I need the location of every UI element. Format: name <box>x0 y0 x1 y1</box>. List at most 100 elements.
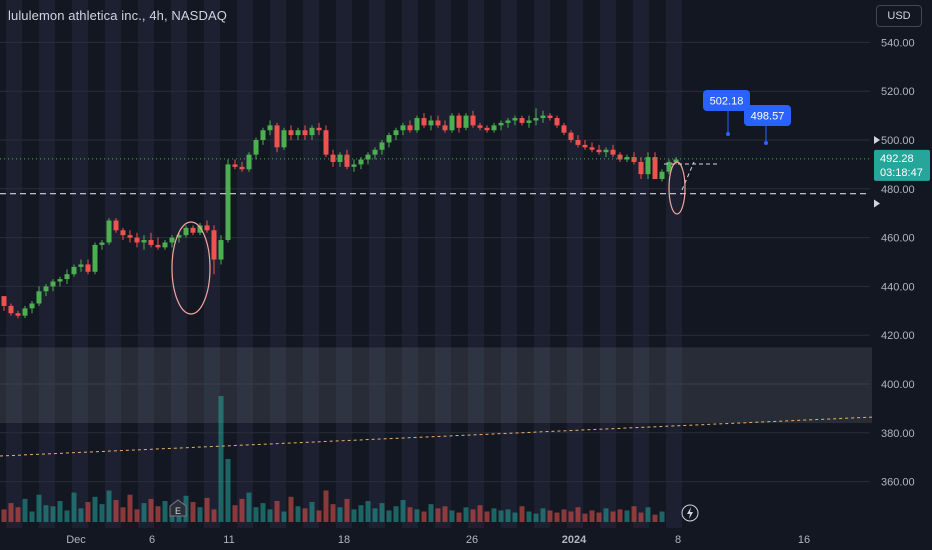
candle-body <box>344 154 350 167</box>
volume-bar <box>372 508 378 522</box>
candle-body <box>29 303 35 309</box>
volume-bar <box>617 509 623 522</box>
price-tick-label: 380.00 <box>881 428 915 440</box>
volume-bar <box>365 501 371 522</box>
future-area <box>686 0 870 532</box>
volume-bar <box>470 509 476 522</box>
volume-bar <box>624 510 630 522</box>
session-band <box>666 0 682 532</box>
volume-bar <box>400 499 406 522</box>
session-bands <box>6 0 870 532</box>
candle-body <box>428 120 434 126</box>
volume-bar <box>246 492 252 522</box>
candle-body <box>204 225 210 231</box>
earnings-marker-icon[interactable]: E <box>169 499 187 517</box>
highlight-ellipse-dec[interactable] <box>171 221 211 315</box>
volume-bar <box>141 503 147 522</box>
session-band <box>468 0 484 532</box>
callout-label: 502.18 <box>710 96 744 108</box>
volume-bar <box>442 506 448 522</box>
volume-bar <box>484 511 490 522</box>
candle-body <box>603 149 609 153</box>
volume-bar <box>127 494 133 522</box>
candle-body <box>162 242 168 248</box>
chart-markers: E <box>169 499 699 522</box>
session-band <box>369 0 385 532</box>
session-band <box>567 0 583 532</box>
countdown-label: 03:18:47 <box>880 167 923 179</box>
candle-body <box>106 220 112 243</box>
volume-bar <box>274 501 280 522</box>
currency-button[interactable]: USD <box>876 5 922 27</box>
candle-body <box>463 115 469 128</box>
candle-body <box>197 225 203 233</box>
candle-body <box>15 313 21 316</box>
volume-bar <box>414 509 420 522</box>
session-band <box>336 0 352 532</box>
session-band <box>138 0 154 532</box>
price-callout[interactable]: 502.18 <box>703 90 750 136</box>
candle-body <box>526 120 532 123</box>
highlight-ellipse-jan[interactable] <box>668 161 686 215</box>
candle-body <box>274 125 280 148</box>
candle-body <box>505 120 511 123</box>
price-scale: 540.00 520.00 500.00 480.00 460.00 440.00 420.… <box>872 0 932 550</box>
candle-body <box>288 130 294 136</box>
candle-body <box>1 296 7 306</box>
session-band <box>600 0 616 532</box>
volume-bar <box>330 504 336 522</box>
volume-bar <box>533 513 539 522</box>
volume-bar <box>78 508 84 522</box>
session-band <box>6 0 22 532</box>
volume-bar <box>218 396 224 522</box>
candle-body <box>407 125 413 131</box>
candle-body <box>540 115 546 119</box>
volume-bar <box>134 509 140 522</box>
time-tick-label: 26 <box>466 534 478 546</box>
candle-body <box>337 154 343 162</box>
projection-line[interactable] <box>681 161 695 191</box>
candle-body <box>666 161 672 172</box>
candle-body <box>673 159 679 162</box>
volume-bar <box>106 490 112 522</box>
volume-bar <box>659 511 665 522</box>
highlight-range-box <box>0 347 874 424</box>
volume-bar <box>610 511 616 522</box>
volume-bar <box>302 508 308 522</box>
volume-bar <box>603 508 609 522</box>
volume-bar <box>50 506 56 522</box>
price-tick-label: 500.00 <box>881 135 915 147</box>
candle-body <box>456 115 462 128</box>
volume-bar <box>260 503 266 522</box>
volume-bar <box>43 505 49 522</box>
trend-line[interactable] <box>0 416 875 457</box>
candle-body <box>99 242 105 245</box>
volume-bar <box>393 506 399 522</box>
time-tick-label: 16 <box>798 534 810 546</box>
candle-body <box>589 147 595 150</box>
volume-bar <box>36 494 42 522</box>
arrow-right-marker-icon <box>874 136 880 144</box>
candle-body <box>120 230 126 236</box>
volume-bar <box>589 510 595 522</box>
price-callout[interactable]: 498.57 <box>744 105 791 145</box>
session-band <box>171 0 187 532</box>
candle-body <box>155 244 161 248</box>
volume-bar <box>568 511 574 522</box>
symbol-title: lululemon athletica inc., 4h, NASDAQ <box>8 8 227 23</box>
candle-body <box>78 264 84 267</box>
price-callouts: 502.18 498.57 <box>703 90 791 145</box>
time-scale-bg <box>0 528 872 550</box>
candle-body <box>561 125 567 133</box>
candle-body <box>582 144 588 148</box>
volume-bar <box>1 509 7 522</box>
candle-body <box>365 154 371 160</box>
lightning-icon[interactable] <box>681 504 699 522</box>
volume-bar <box>92 496 98 522</box>
candle-body <box>386 135 392 143</box>
volume-bar <box>295 506 301 522</box>
candle-body <box>190 227 196 233</box>
volume-bar <box>358 505 364 522</box>
projection-lines <box>664 161 718 191</box>
